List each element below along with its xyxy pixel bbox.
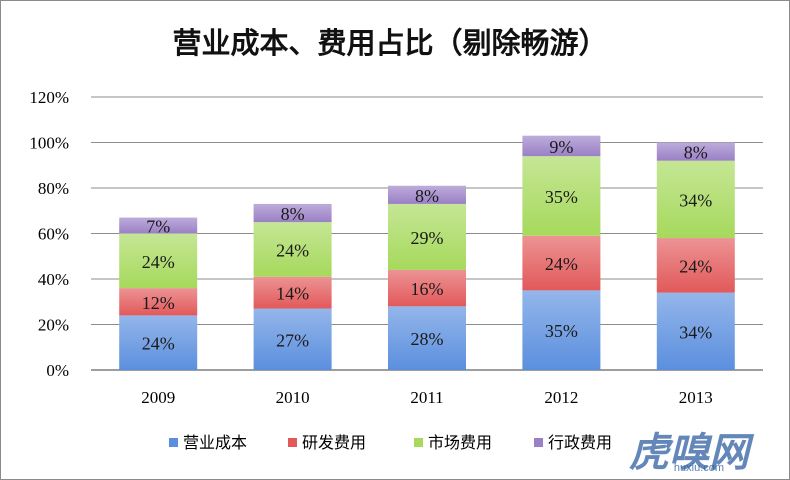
legend-swatch (169, 438, 178, 447)
x-tick-label: 2011 (410, 388, 443, 407)
bars: 24% 12% 24% 7% 27% 14% 24% 8% 28% 16% 29% 8% 35% 24% 3… (119, 135, 735, 370)
bar-segment (253, 203, 332, 223)
y-tick-label: 120% (29, 88, 69, 107)
bar-segment (388, 269, 466, 307)
bar-segment (253, 222, 332, 277)
bar-segment (656, 238, 735, 293)
bar-segment (388, 185, 466, 204)
y-tick-label: 80% (38, 179, 69, 198)
data-label: 24% (142, 334, 175, 354)
x-tick-label: 2012 (544, 388, 578, 407)
data-label: 35% (545, 187, 578, 207)
data-label: 8% (281, 204, 305, 224)
y-tick-label: 0% (46, 361, 69, 380)
legend-label: 市场费用 (428, 433, 492, 452)
watermark: 虎嗅网 huxiu.com (629, 429, 755, 476)
legend-label: 研发费用 (302, 433, 366, 452)
data-label: 29% (411, 228, 444, 248)
x-tick-label: 2010 (276, 388, 310, 407)
legend-swatch (534, 438, 543, 447)
legend-swatch (414, 438, 423, 447)
legend-label: 行政费用 (548, 433, 612, 452)
bar-segment (522, 235, 601, 291)
data-label: 24% (679, 256, 712, 276)
data-label: 7% (146, 217, 170, 237)
x-tick-label: 2013 (679, 388, 713, 407)
x-tick-label: 2009 (141, 388, 175, 407)
bar-segment (388, 203, 466, 270)
data-label: 14% (276, 284, 309, 304)
y-tick-label: 20% (38, 316, 69, 335)
data-label: 27% (276, 330, 309, 350)
x-axis-labels: 2009 2010 2011 2012 2013 (141, 388, 713, 407)
bar-segment (388, 306, 466, 370)
bar-segment (119, 288, 198, 316)
data-label: 24% (276, 240, 309, 260)
bar-segment (656, 160, 735, 239)
bar-segment (656, 292, 735, 370)
bar-segment (522, 156, 601, 236)
data-label: 34% (679, 322, 712, 342)
watermark-logo: 虎嗅网 (629, 429, 755, 476)
bar-segment (656, 142, 735, 161)
data-label: 9% (549, 137, 573, 157)
legend: 营业成本 研发费用 市场费用 行政费用 (169, 433, 612, 452)
data-label: 35% (545, 321, 578, 341)
watermark-url: huxiu.com (674, 462, 724, 474)
bar-segment (119, 217, 198, 234)
legend-label: 营业成本 (183, 433, 247, 452)
bar-segment (522, 290, 601, 370)
data-label: 24% (142, 252, 175, 272)
data-label: 12% (142, 293, 175, 313)
y-tick-label: 60% (38, 225, 69, 244)
data-label: 16% (411, 279, 444, 299)
chart-title: 营业成本、费用占比（剔除畅游） (172, 26, 607, 60)
data-label: 8% (415, 186, 439, 206)
bar-segment (253, 276, 332, 309)
bar-segment (119, 315, 198, 370)
legend-swatch (288, 438, 297, 447)
data-label: 24% (545, 254, 578, 274)
bar-segment (522, 135, 601, 157)
y-tick-label: 40% (38, 270, 69, 289)
data-label: 8% (684, 143, 708, 163)
data-label: 28% (411, 329, 444, 349)
data-label: 34% (679, 190, 712, 210)
y-tick-label: 100% (29, 134, 69, 153)
bar-segment (119, 233, 198, 289)
y-axis-ticks: 0% 20% 40% 60% 80% 100% 120% (29, 88, 69, 380)
bar-segment (253, 308, 332, 370)
